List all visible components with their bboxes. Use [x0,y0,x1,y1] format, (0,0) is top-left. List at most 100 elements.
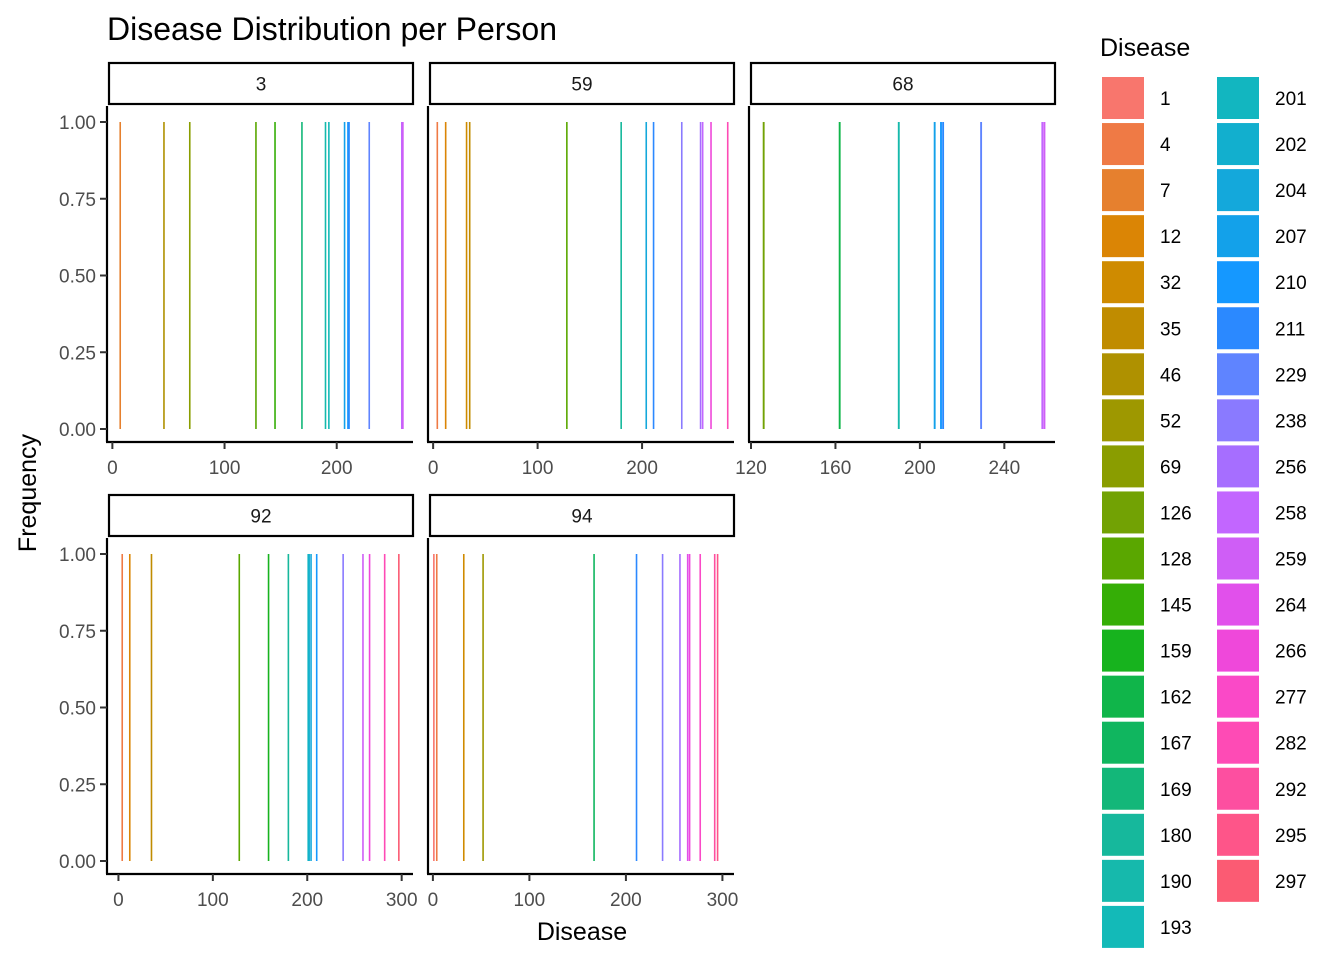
legend-item-201: 201 [1217,77,1307,119]
legend-item-52: 52 [1102,399,1181,442]
legend-label: 145 [1160,596,1192,617]
legend-item-204: 204 [1217,169,1307,212]
bar-disease-1 [433,554,435,861]
legend-item-282: 282 [1217,721,1307,764]
bar-disease-282 [383,554,386,861]
legend-item-126: 126 [1102,491,1192,534]
legend-item-211: 211 [1217,307,1305,350]
legend-label: 169 [1160,780,1192,801]
legend-label: 295 [1275,826,1307,847]
x-tick-label: 100 [522,458,554,479]
bar-disease-210 [347,122,349,429]
bar-disease-35 [150,554,153,861]
legend-item-193: 193 [1102,905,1192,948]
legend-item-190: 190 [1102,859,1192,902]
legend-key [1102,675,1144,718]
legend-key [1102,261,1144,304]
facet-strip [107,61,415,106]
bar-disease-259 [362,554,364,861]
legend: 1 4 7 12 32 35 46 52 69 126 128 145 159 162 167 169 180 1… [1102,77,1307,948]
legend-key [1217,307,1259,350]
x-tick-label: 0 [107,458,118,479]
y-tick-label: 0.25 [59,775,96,796]
bar-disease-4 [435,554,438,861]
legend-label: 282 [1275,734,1307,755]
legend-item-238: 238 [1217,399,1307,442]
x-axis-title: Disease [537,918,627,946]
x-tick-label: 100 [209,458,241,479]
bar-disease-256 [679,554,681,861]
legend-key [1102,721,1144,764]
bar-disease-277 [699,554,702,861]
facet-strip [428,493,736,538]
facet-strip [107,493,415,538]
bar-disease-193 [328,122,330,429]
legend-item-32: 32 [1102,261,1181,304]
legend-item-277: 277 [1217,675,1307,718]
legend-label: 180 [1160,826,1192,847]
legend-label: 229 [1275,365,1307,386]
bar-disease-204 [310,554,312,861]
bar-disease-211 [635,554,638,861]
x-tick-label: 200 [321,458,353,479]
bar-disease-12 [444,122,447,429]
legend-label: 69 [1160,457,1181,478]
bar-disease-159 [267,554,270,861]
legend-label: 190 [1160,872,1192,893]
legend-key [1102,813,1144,856]
legend-label: 211 [1275,319,1305,340]
legend-key [1217,675,1259,718]
legend-item-264: 264 [1217,583,1307,626]
legend-label: 1 [1160,89,1171,110]
bar-disease-259 [402,122,404,429]
y-tick-label: 1.00 [59,113,96,134]
legend-item-4: 4 [1102,123,1171,166]
legend-key [1217,353,1259,396]
bar-disease-297 [398,554,400,861]
y-tick-label: 0.75 [59,190,96,211]
bar-disease-126 [762,122,765,429]
facet-strip-label: 3 [256,75,267,96]
bar-disease-201 [307,554,310,861]
legend-label: 162 [1160,688,1192,709]
legend-key [1217,721,1259,764]
x-tick-label: 100 [197,890,229,911]
legend-key [1102,491,1144,534]
x-tick-label: 200 [291,890,323,911]
y-tick-label: 0.50 [59,699,96,720]
x-tick-label: 0 [428,458,439,479]
legend-label: 207 [1275,227,1307,248]
bar-disease-282 [726,122,729,429]
legend-item-159: 159 [1102,629,1192,672]
x-tick-label: 200 [626,458,658,479]
legend-key [1217,169,1259,212]
bar-disease-169 [301,122,303,429]
facet-panel-59: 59 0 100 200 [426,61,736,479]
bar-disease-292 [713,554,716,861]
bar-disease-211 [348,122,350,429]
legend-key [1102,767,1144,810]
legend-item-180: 180 [1102,813,1192,856]
legend-item-145: 145 [1102,583,1192,626]
facet-panel-3: 3 0.00 0.25 0.50 0.75 1.00 0 100 200 [59,61,415,479]
bar-disease-145 [274,122,276,429]
bar-disease-211 [652,122,655,429]
bar-disease-207 [343,122,346,429]
legend-item-46: 46 [1102,353,1181,396]
legend-label: 201 [1275,89,1307,110]
legend-item-167: 167 [1102,721,1192,764]
bar-disease-190 [324,122,327,429]
x-tick-label: 200 [904,458,936,479]
legend-key [1102,307,1144,350]
legend-label: 126 [1160,503,1192,524]
bar-disease-4 [436,122,439,429]
legend-key [1217,813,1259,856]
legend-label: 202 [1275,135,1307,156]
legend-label: 12 [1160,227,1181,248]
legend-item-210: 210 [1217,261,1307,304]
bar-disease-259 [1043,122,1046,429]
legend-label: 128 [1160,550,1192,571]
bar-disease-180 [620,122,622,429]
legend-key [1102,123,1144,166]
legend-key [1217,399,1259,442]
